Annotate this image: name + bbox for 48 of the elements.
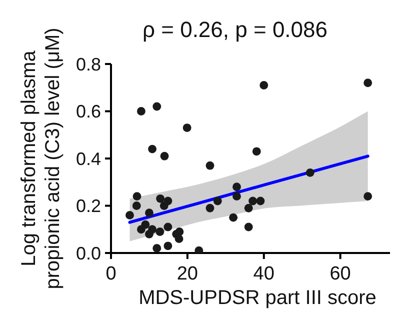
point [156, 194, 165, 203]
point [244, 222, 253, 232]
point [232, 192, 241, 201]
point [164, 222, 172, 232]
point [306, 168, 314, 177]
point [213, 196, 222, 206]
point [174, 234, 184, 244]
point [164, 196, 172, 206]
point [260, 81, 268, 90]
point [136, 107, 146, 116]
point [148, 225, 156, 234]
point [164, 242, 172, 250]
point [126, 210, 134, 220]
y-tick-label: 0.8 [76, 54, 101, 74]
point [148, 144, 156, 154]
point [256, 196, 265, 206]
point [132, 202, 141, 210]
point [194, 246, 204, 253]
point [364, 78, 372, 88]
x-tick-label: 60 [330, 263, 351, 284]
point [160, 152, 169, 160]
point [252, 147, 261, 156]
point [144, 208, 154, 218]
x-axis-title: MDS-UPDSR part III score [138, 287, 376, 309]
line-series [128, 154, 370, 224]
point [206, 204, 214, 212]
point [229, 213, 238, 222]
x-tick-label: 0 [106, 263, 116, 284]
y-tick-label: 0.4 [76, 148, 101, 169]
point [156, 228, 164, 236]
point [232, 182, 241, 192]
x-tick-label: 20 [176, 263, 198, 284]
point [182, 124, 192, 132]
point [141, 220, 150, 229]
x-tick-label: 40 [253, 263, 274, 284]
y-tick-label: 0.2 [76, 196, 101, 216]
point [152, 244, 162, 252]
point [175, 228, 184, 236]
point [248, 196, 258, 206]
point [364, 192, 372, 201]
y-tick-label: 0.0 [76, 243, 101, 264]
point [132, 192, 142, 201]
point [244, 204, 253, 212]
point [206, 161, 214, 170]
chart-title: ρ = 0.26, p = 0.086 [142, 17, 328, 43]
point [152, 102, 162, 111]
y-axis-title: Log transformed plasma propionic acid (C3) level (μM) [18, 28, 64, 290]
y-tick-label: 0.6 [76, 102, 101, 122]
